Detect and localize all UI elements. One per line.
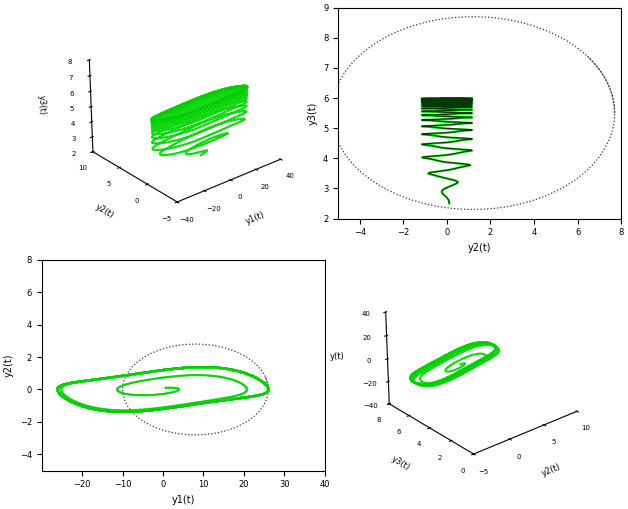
X-axis label: y2(t): y2(t) — [468, 243, 491, 253]
Y-axis label: y2(t): y2(t) — [94, 203, 116, 220]
X-axis label: y2(t): y2(t) — [541, 462, 563, 478]
Y-axis label: y2(t): y2(t) — [4, 353, 14, 377]
X-axis label: y1(t): y1(t) — [171, 495, 195, 505]
X-axis label: y1(t): y1(t) — [244, 210, 266, 226]
Y-axis label: y3(t): y3(t) — [308, 101, 317, 125]
Y-axis label: y3(t): y3(t) — [390, 455, 412, 472]
